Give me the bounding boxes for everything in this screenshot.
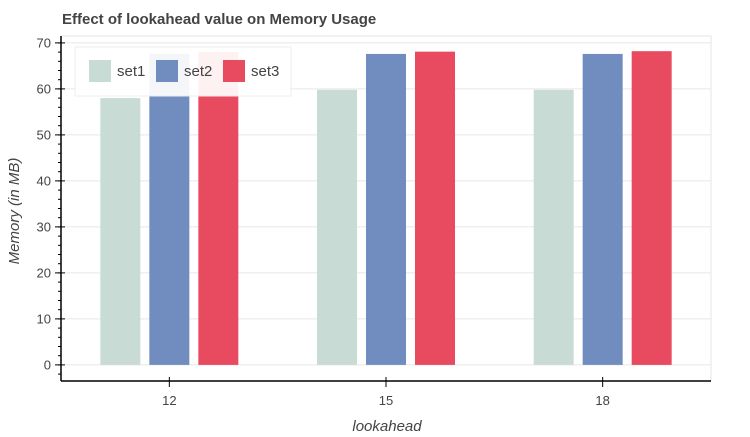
x-tick-label: 12	[162, 393, 176, 408]
y-tick-label: 20	[37, 265, 51, 280]
bar-set1-15	[317, 89, 357, 365]
bars	[100, 51, 672, 365]
y-tick-label: 0	[44, 357, 51, 372]
legend-swatch-set3	[223, 60, 245, 82]
chart-title: Effect of lookahead value on Memory Usag…	[62, 11, 376, 28]
bar-set1-12	[100, 98, 141, 365]
y-tick-label: 30	[37, 219, 51, 234]
legend-label-set2: set2	[184, 63, 212, 80]
y-tick-label: 70	[37, 35, 51, 50]
legend-label-set1: set1	[117, 63, 145, 80]
bar-set2-12	[149, 53, 190, 365]
legend-swatch-set2	[156, 60, 178, 82]
legend: set1 set2 set3	[74, 46, 292, 97]
bar-set3-18	[631, 51, 672, 365]
bar-set2-15	[366, 53, 406, 365]
bar-set1-18	[533, 89, 574, 365]
y-axis-label: Memory (in MB)	[6, 158, 23, 265]
axes	[55, 36, 711, 387]
legend-label-set3: set3	[251, 63, 279, 80]
x-axis-label: lookahead	[352, 418, 422, 435]
y-tick-label: 50	[37, 127, 51, 142]
x-tick-label: 15	[379, 393, 393, 408]
tick-labels: 0 10 20 30 40 50 60 70 12 15 18	[37, 35, 610, 408]
y-tick-label: 60	[37, 81, 51, 96]
x-tick-label: 18	[595, 393, 609, 408]
bar-set3-12	[198, 52, 239, 365]
bar-set3-15	[415, 51, 455, 365]
y-tick-label: 10	[37, 311, 51, 326]
bar-set2-18	[582, 53, 623, 365]
legend-swatch-set1	[89, 60, 111, 82]
y-tick-label: 40	[37, 173, 51, 188]
